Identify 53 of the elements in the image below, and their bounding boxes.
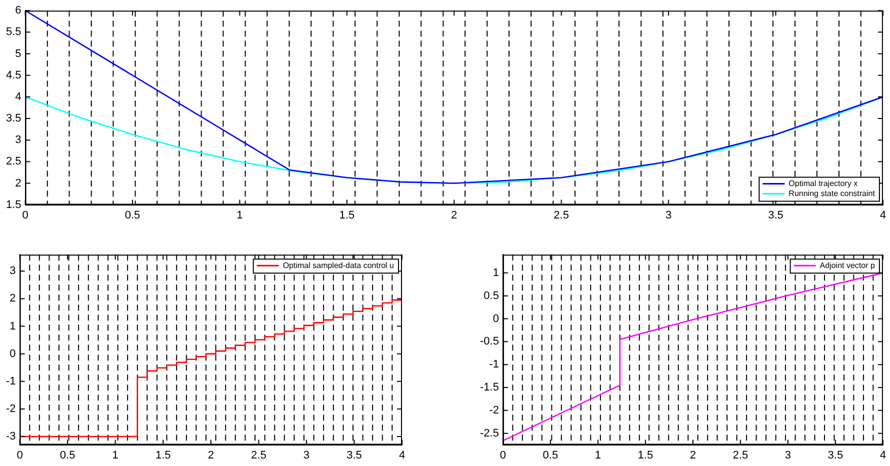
x-tick-label: 3 xyxy=(665,209,672,222)
x-tick-label: 1 xyxy=(112,449,118,462)
y-tick-label: 3 xyxy=(15,134,22,146)
x-tick-label: 1.5 xyxy=(638,449,654,462)
x-tick-label: 4 xyxy=(880,449,886,462)
x-tick-label: 1 xyxy=(236,209,243,222)
x-tick-label: 1.5 xyxy=(155,449,171,462)
legend-label: Optimal trajectory x xyxy=(788,179,858,188)
y-tick-label: 2 xyxy=(10,292,16,305)
legend-label: Adjoint vector p xyxy=(820,260,876,270)
x-tick-label: 0.5 xyxy=(124,209,140,222)
y-tick-label: 2 xyxy=(15,177,22,190)
y-tick-label: 0 xyxy=(10,348,16,360)
x-tick-label: 2.5 xyxy=(554,209,569,222)
y-tick-label: -2 xyxy=(489,404,499,416)
y-tick-label: 5 xyxy=(15,48,22,60)
x-tick-label: 0.5 xyxy=(60,449,76,462)
x-tick-label: 3.5 xyxy=(768,209,784,222)
legend-label: Optimal sampled-data control u xyxy=(282,260,394,270)
y-tick-label: -1.5 xyxy=(480,382,499,394)
x-tick-label: 2.5 xyxy=(732,449,748,462)
y-tick-label: 0 xyxy=(492,312,499,325)
y-tick-label: -0.5 xyxy=(480,336,499,348)
x-tick-label: 4 xyxy=(880,209,886,222)
y-tick-label: -1 xyxy=(6,375,16,388)
y-tick-label: -3 xyxy=(6,430,16,443)
x-tick-label: 3.5 xyxy=(346,449,362,462)
y-tick-label: 1 xyxy=(492,266,499,279)
y-tick-label: 0.5 xyxy=(484,290,499,302)
y-tick-label: -2 xyxy=(6,402,16,415)
y-tick-label: 6 xyxy=(15,4,22,17)
y-tick-label: 2.5 xyxy=(6,156,22,168)
y-tick-label: 1 xyxy=(10,320,16,332)
x-tick-label: 3 xyxy=(784,449,792,462)
y-tick-label: 3.5 xyxy=(6,112,22,125)
x-tick-label: 1.5 xyxy=(339,209,355,222)
x-tick-label: 2 xyxy=(451,209,458,222)
x-tick-label: 1 xyxy=(594,449,602,462)
y-tick-label: 1.5 xyxy=(6,198,22,211)
x-tick-label: 2.5 xyxy=(251,449,266,462)
y-tick-label: -2.5 xyxy=(480,427,499,440)
x-tick-label: 3.5 xyxy=(828,449,844,462)
legend-label: Running state constraint xyxy=(788,189,876,198)
y-tick-label: 4 xyxy=(15,90,22,103)
y-tick-label: 5.5 xyxy=(6,26,22,38)
y-tick-label: 3 xyxy=(10,265,16,278)
x-tick-label: 2 xyxy=(208,449,214,462)
y-tick-label: 4.5 xyxy=(6,69,22,82)
x-tick-label: 4 xyxy=(398,449,406,462)
x-tick-label: 3 xyxy=(303,449,310,462)
x-tick-label: 0.5 xyxy=(542,449,558,462)
x-tick-label: 2 xyxy=(690,449,696,462)
y-tick-label: -1 xyxy=(489,358,499,371)
